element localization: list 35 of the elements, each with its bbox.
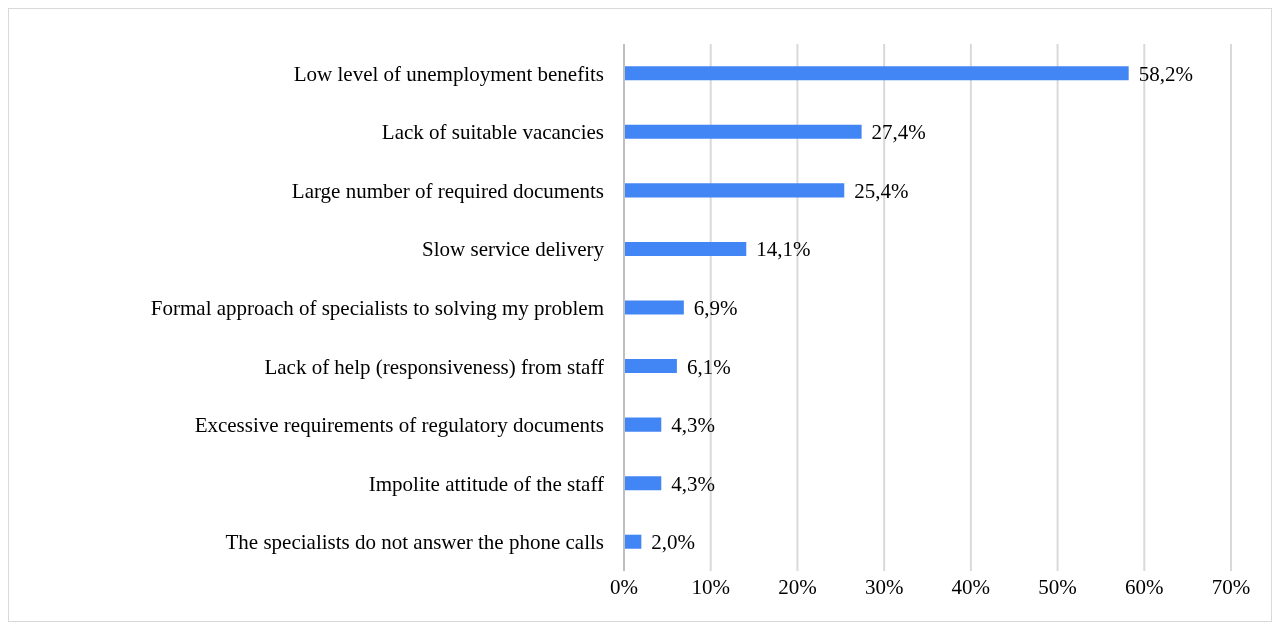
x-tick-label: 70% [1211,574,1251,599]
data-label: 27,4% [871,120,926,145]
bar [624,417,662,432]
bar [624,476,662,491]
x-tick-label: 20% [778,574,817,599]
data-label: 4,3% [671,413,716,438]
y-tick-label: Excessive requirements of regulatory documents [194,413,604,438]
bar [624,66,1129,81]
y-tick-label: Low level of unemployment benefits [293,61,604,86]
bar [624,300,684,315]
y-tick-label: Formal approach of specialists to solving my problem [150,295,604,320]
y-tick-label: Large number of required documents [291,178,604,203]
y-tick-label: Slow service delivery [422,237,605,262]
x-tick-label: 0% [610,574,638,599]
data-label: 6,9% [693,295,738,320]
data-label: 58,2% [1138,61,1193,86]
data-label: 2,0% [651,530,696,555]
bar [624,534,642,549]
data-label: 14,1% [756,237,811,262]
y-tick-label: Lack of help (responsiveness) from staff [264,354,604,379]
bar [624,359,677,374]
x-tick-label: 40% [951,574,991,599]
data-label: 4,3% [671,471,716,496]
y-tick-label: Lack of suitable vacancies [381,120,604,145]
x-tick-label: 60% [1125,574,1164,599]
x-tick-label: 30% [864,574,904,599]
bar [624,124,862,139]
bar [624,241,747,256]
y-tick-label: The specialists do not answer the phone calls [225,530,604,555]
x-tick-label: 50% [1038,574,1077,599]
y-tick-label: Impolite attitude of the staff [368,471,604,496]
bar [624,183,845,198]
data-label: 6,1% [686,354,731,379]
x-tick-label: 10% [691,574,730,599]
data-label: 25,4% [854,178,909,203]
